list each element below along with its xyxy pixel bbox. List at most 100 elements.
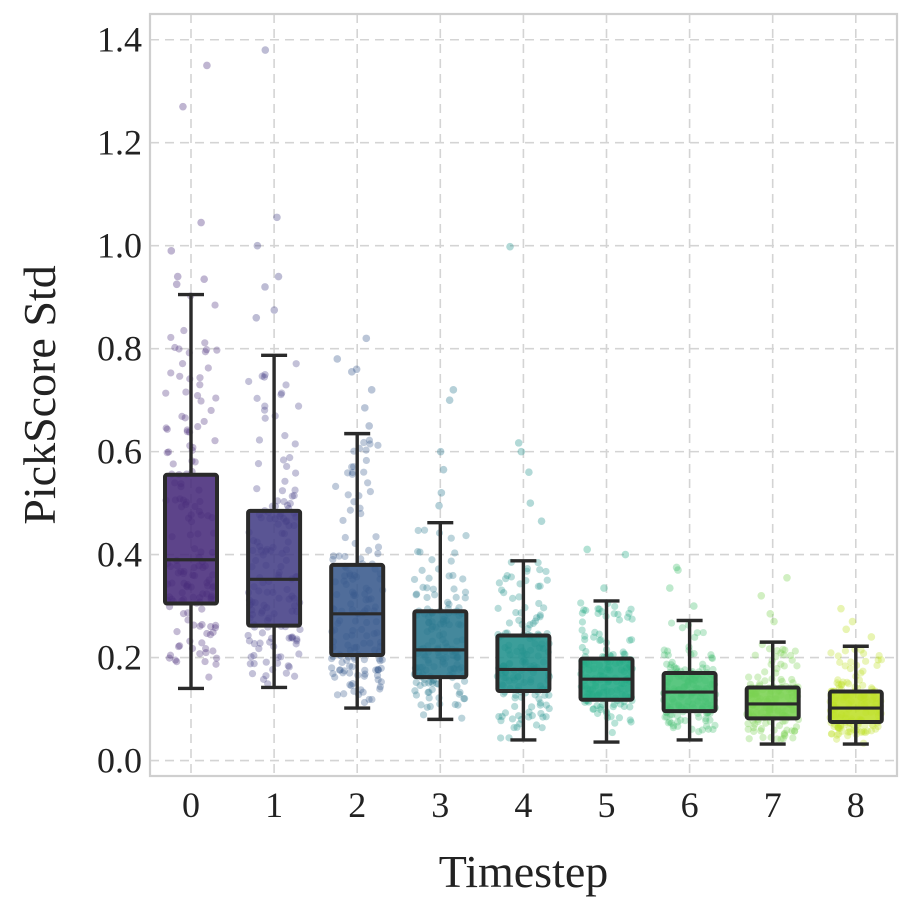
data-point xyxy=(597,636,605,644)
data-point xyxy=(706,716,714,724)
data-point xyxy=(193,391,202,400)
data-point xyxy=(425,574,433,582)
data-point xyxy=(368,695,376,704)
data-point xyxy=(183,426,191,434)
outlier-point xyxy=(672,563,681,572)
data-point xyxy=(509,594,517,602)
data-point xyxy=(536,582,544,590)
outlier-point xyxy=(167,247,176,255)
data-point xyxy=(835,681,843,689)
data-point xyxy=(536,613,544,621)
data-point xyxy=(702,715,710,723)
data-point xyxy=(291,440,299,448)
data-point xyxy=(773,664,781,673)
data-point xyxy=(294,402,303,410)
data-point xyxy=(837,722,845,730)
data-point xyxy=(365,546,373,554)
data-point xyxy=(757,725,766,733)
data-point xyxy=(416,681,424,690)
data-point xyxy=(459,575,467,583)
data-point xyxy=(857,669,865,677)
data-point xyxy=(374,676,382,684)
data-point xyxy=(861,728,870,737)
data-point xyxy=(173,658,181,666)
data-point xyxy=(836,658,844,666)
data-point xyxy=(620,702,628,711)
outlier-point xyxy=(842,625,851,634)
data-point xyxy=(347,682,355,690)
data-point xyxy=(846,728,854,736)
data-point xyxy=(857,728,866,737)
data-point xyxy=(449,571,457,580)
data-point xyxy=(248,670,257,678)
x-tick-label: 8 xyxy=(847,785,865,825)
data-point xyxy=(711,721,719,729)
data-point xyxy=(458,714,466,722)
data-point xyxy=(372,666,380,674)
data-point xyxy=(695,727,703,736)
data-point xyxy=(260,373,268,381)
data-point xyxy=(773,647,781,655)
data-point xyxy=(245,377,253,386)
data-point xyxy=(286,499,294,508)
data-point xyxy=(171,656,179,664)
data-point xyxy=(292,469,300,477)
data-point xyxy=(171,343,179,352)
data-point xyxy=(855,676,864,684)
data-point xyxy=(285,663,293,671)
data-point xyxy=(497,734,505,742)
data-point xyxy=(163,449,171,457)
data-point xyxy=(611,719,619,727)
data-point xyxy=(462,532,470,540)
data-point xyxy=(667,719,675,727)
data-point xyxy=(859,681,867,689)
outlier-point xyxy=(674,566,682,574)
data-point xyxy=(660,646,668,654)
data-point xyxy=(707,651,715,659)
data-point xyxy=(250,659,258,668)
y-tick-label: 0.2 xyxy=(97,638,142,678)
data-point xyxy=(702,664,711,672)
data-point xyxy=(775,721,784,730)
data-point xyxy=(178,360,187,368)
data-point xyxy=(539,713,547,721)
outlier-point xyxy=(200,275,208,283)
outlier-point xyxy=(783,573,791,582)
data-point xyxy=(834,723,842,731)
data-point xyxy=(331,673,339,681)
data-point xyxy=(786,651,795,660)
data-point xyxy=(348,470,356,478)
data-point xyxy=(615,616,624,624)
data-point xyxy=(791,727,799,735)
outlier-point xyxy=(690,602,698,610)
data-point xyxy=(529,619,537,628)
data-point xyxy=(762,719,770,727)
outlier-point xyxy=(361,404,369,412)
data-point xyxy=(374,666,383,674)
data-point xyxy=(339,669,347,677)
box-group-5 xyxy=(578,599,635,744)
data-point xyxy=(332,482,340,491)
data-point xyxy=(670,663,678,671)
data-point xyxy=(359,688,367,696)
data-point xyxy=(532,721,541,729)
data-point xyxy=(279,456,288,464)
box-group-6 xyxy=(661,618,718,742)
data-point xyxy=(667,661,675,669)
outlier-point xyxy=(621,550,630,559)
data-point xyxy=(173,628,181,636)
data-point xyxy=(198,639,206,647)
data-point xyxy=(545,691,553,699)
data-point xyxy=(255,436,264,444)
data-point xyxy=(209,647,217,655)
data-point xyxy=(627,718,635,726)
data-point xyxy=(511,702,519,711)
data-point xyxy=(360,438,368,447)
data-point xyxy=(837,681,846,689)
data-point xyxy=(582,647,590,656)
data-point xyxy=(292,640,300,648)
x-tick-label: 7 xyxy=(764,785,782,825)
y-tick-labels: 0.0 0.2 0.4 0.6 0.8 1.0 1.2 1.4 xyxy=(97,20,142,781)
data-point xyxy=(366,440,374,448)
